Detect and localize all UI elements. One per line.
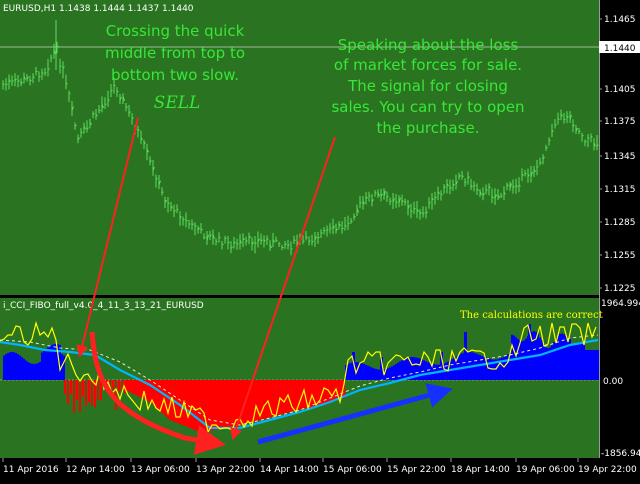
price-tick-label: 1.1225 [604, 284, 636, 294]
time-label: 12 Apr 14:00 [66, 465, 125, 475]
left-annotation-line-3: bottom two slow. [111, 66, 239, 84]
right-annotation-line-1: Speaking about the loss [338, 36, 519, 54]
time-label: 19 Apr 22:00 [578, 465, 637, 475]
time-label: 15 Apr 22:00 [387, 465, 446, 475]
right-annotation-line-3: The signal for closing [347, 77, 508, 95]
indicator-zero-label: 0.00 [603, 377, 623, 387]
time-label: 13 Apr 06:00 [131, 465, 190, 475]
right-annotation-line-5: the purchase. [376, 119, 479, 137]
sell-label: SELL [154, 93, 201, 113]
calculations-note: The calculations are correct [460, 310, 603, 321]
time-label: 18 Apr 14:00 [451, 465, 510, 475]
right-annotation-line-2: of market forces for sale. [334, 56, 522, 74]
price-tick-label: 1.1375 [604, 117, 636, 127]
price-tick-label: 1.1315 [604, 185, 636, 195]
time-label: 11 Apr 2016 [3, 465, 59, 475]
time-label: 13 Apr 22:00 [196, 465, 255, 475]
price-tick-label: 1.1285 [604, 218, 636, 228]
right-annotation-line-4: sales. You can try to open [331, 98, 524, 116]
chart-title: EURUSD,H1 1.1438 1.1444 1.1437 1.1440 [3, 4, 194, 14]
left-annotation-line-2: middle from top to [105, 44, 245, 62]
price-tick-label: 1.1465 [604, 15, 636, 25]
current-price-label: 1.1440 [604, 44, 636, 54]
time-label: 15 Apr 06:00 [323, 465, 382, 475]
time-label: 19 Apr 06:00 [516, 465, 575, 475]
price-axis [599, 0, 640, 458]
indicator-min-label: -1856.94 [601, 449, 640, 459]
time-label: 14 Apr 14:00 [260, 465, 319, 475]
price-tick-label: 1.1405 [604, 85, 636, 95]
indicator-title: i_CCI_FIBO_full_v4.0_4_11_3_13_21_EURUSD [3, 301, 204, 311]
left-annotation-line-1: Crossing the quick [106, 22, 245, 40]
price-tick-label: 1.1255 [604, 251, 636, 261]
indicator-max-label: 1964.994 [601, 299, 640, 309]
price-tick-label: 1.1345 [604, 152, 636, 162]
